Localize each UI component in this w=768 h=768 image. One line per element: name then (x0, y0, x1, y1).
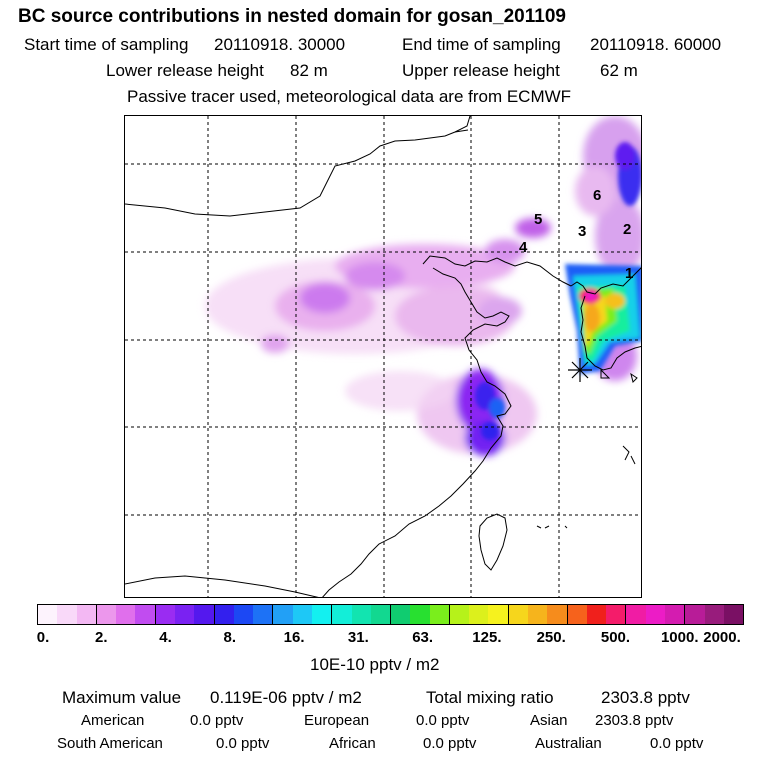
colorbar-segment (488, 605, 509, 624)
colorbar-tick-label: 16. (283, 629, 305, 646)
max-value: 0.119E-06 pptv / m2 (210, 688, 362, 707)
colorbar-segment (704, 605, 724, 624)
colorbar-segment (351, 605, 371, 624)
start-time-value: 20110918. 30000 (214, 35, 346, 54)
total-mixing-value: 2303.8 pptv (601, 688, 690, 707)
upper-release-value: 62 m (600, 61, 638, 80)
contribution-value: 2303.8 pptv (595, 712, 674, 729)
colorbar-tick-label: 31. (347, 629, 369, 646)
colorbar-segment (586, 605, 607, 624)
region-label-5: 5 (534, 211, 542, 228)
contribution-region: South American (57, 735, 163, 752)
colorbar-segment (508, 605, 529, 624)
colorbar-tick-label: 2. (95, 629, 108, 646)
colorbar-segment (194, 605, 215, 624)
receptor-star-icon (568, 358, 592, 382)
colorbar-segment (135, 605, 156, 624)
colorbar-segment (332, 605, 352, 624)
graticule (125, 116, 641, 597)
colorbar-segment (116, 605, 136, 624)
colorbar-segment (429, 605, 450, 624)
end-time-label: End time of sampling (402, 35, 561, 54)
colorbar-segment (174, 605, 195, 624)
colorbar-segment (214, 605, 234, 624)
contribution-region: African (329, 735, 376, 752)
colorbar-segment (273, 605, 293, 624)
colorbar-tick-label: 4. (159, 629, 172, 646)
region-label-1: 1 (625, 265, 633, 282)
colorbar-segment (723, 605, 744, 624)
colorbar-segment (155, 605, 175, 624)
concentration-field (205, 116, 641, 456)
colorbar-segment (370, 605, 392, 624)
colorbar-tick-label: 500. (600, 629, 631, 646)
contribution-value: 0.0 pptv (416, 712, 470, 729)
lower-release-label: Lower release height (106, 61, 264, 80)
colorbar-segment (38, 605, 58, 624)
plot-title: BC source contributions in nested domain… (18, 6, 566, 27)
colorbar-tick-label: 1000. (660, 629, 699, 646)
contribution-region: European (304, 712, 370, 729)
colorbar-tick-label: 63. (412, 629, 434, 646)
colorbar-segment (645, 605, 665, 624)
contribution-value: 0.0 pptv (190, 712, 244, 729)
region-label-3: 3 (578, 223, 586, 240)
colorbar-segment (528, 605, 548, 624)
colorbar-tick-label: 8. (223, 629, 237, 646)
max-value-label: Maximum value (62, 688, 182, 707)
coastlines (125, 116, 641, 597)
start-time-label: Start time of sampling (24, 35, 189, 54)
contribution-value: 0.0 pptv (650, 735, 704, 752)
colorbar-segment (57, 605, 77, 624)
colorbar-segment (469, 605, 489, 624)
colorbar-segment (311, 605, 333, 624)
colorbar-tick-label: 2000. (703, 629, 741, 646)
region-label-4: 4 (519, 239, 528, 256)
colorbar-tick-label: 250. (536, 629, 566, 646)
colorbar-unit: 10E-10 pptv / m2 (310, 655, 440, 674)
region-label-2: 2 (623, 221, 631, 238)
colorbar-segment (547, 605, 568, 624)
info-line: Passive tracer used, meteorological data… (127, 87, 572, 106)
colorbar-segment (391, 605, 411, 624)
colorbar-segment (76, 605, 97, 624)
colorbar-tick-label: 125. (472, 629, 502, 646)
total-mixing-label: Total mixing ratio (426, 688, 554, 707)
colorbar-segment (626, 605, 646, 624)
lower-release-value: 82 m (290, 61, 328, 80)
contribution-region: Australian (535, 735, 602, 752)
colorbar-segment (410, 605, 430, 624)
contribution-region: Asian (530, 712, 568, 729)
colorbar-segment (96, 605, 117, 624)
region-label-6: 6 (593, 187, 601, 204)
colorbar (37, 604, 744, 625)
contribution-region: American (81, 712, 145, 729)
colorbar-segment (292, 605, 312, 624)
colorbar-segment (665, 605, 686, 624)
colorbar-tick-label: 0. (36, 629, 50, 646)
upper-release-label: Upper release height (402, 61, 560, 80)
end-time-value: 20110918. 60000 (590, 35, 722, 54)
colorbar-segment (606, 605, 627, 624)
colorbar-segment (233, 605, 254, 624)
contribution-value: 0.0 pptv (216, 735, 270, 752)
colorbar-segment (253, 605, 274, 624)
colorbar-segment (685, 605, 705, 624)
footprint-map: 1 2 3 4 5 6 (124, 115, 642, 598)
colorbar-segment (567, 605, 587, 624)
contribution-value: 0.0 pptv (423, 735, 477, 752)
colorbar-segment (449, 605, 470, 624)
